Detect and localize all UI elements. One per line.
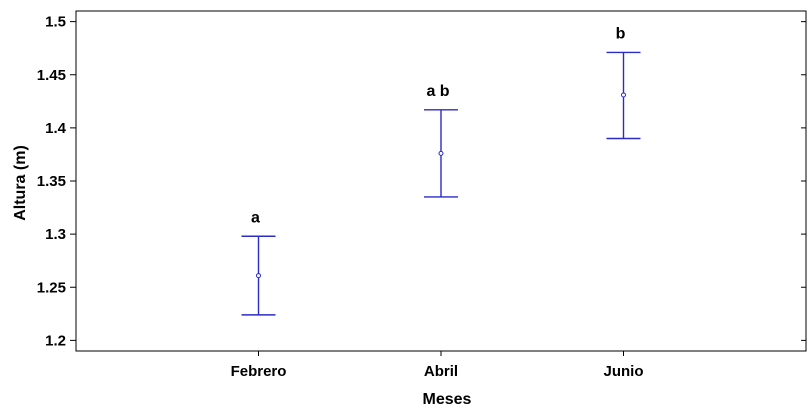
y-tick-label: 1.25 bbox=[37, 279, 66, 296]
y-tick-label: 1.35 bbox=[37, 173, 66, 190]
interval-series bbox=[241, 51, 641, 316]
y-tick-label: 1.2 bbox=[45, 332, 66, 349]
mean-point bbox=[256, 273, 261, 279]
group-letter: a bbox=[251, 209, 260, 226]
x-tick-label: Febrero bbox=[231, 363, 287, 380]
y-tick-label: 1.5 bbox=[45, 14, 66, 31]
y-axis-ticks: 1.2 1.25 1.3 1.35 1.4 1.45 1.5 bbox=[37, 14, 806, 349]
x-axis-title: Meses bbox=[423, 391, 472, 405]
y-axis-title: Altura (m) bbox=[12, 145, 29, 221]
y-tick-label: 1.4 bbox=[45, 120, 67, 137]
group-letter: a b bbox=[426, 83, 449, 100]
mean-point bbox=[438, 150, 444, 156]
y-tick-label: 1.45 bbox=[37, 67, 66, 84]
x-tick-label: Junio bbox=[604, 363, 644, 380]
group-letters: a a b b bbox=[251, 25, 626, 226]
x-axis-ticks: Febrero Abril Junio bbox=[231, 351, 644, 380]
x-tick-label: Abril bbox=[424, 363, 458, 380]
group-letter: b bbox=[616, 25, 626, 42]
y-tick-label: 1.3 bbox=[45, 226, 66, 243]
mean-point bbox=[621, 92, 626, 98]
